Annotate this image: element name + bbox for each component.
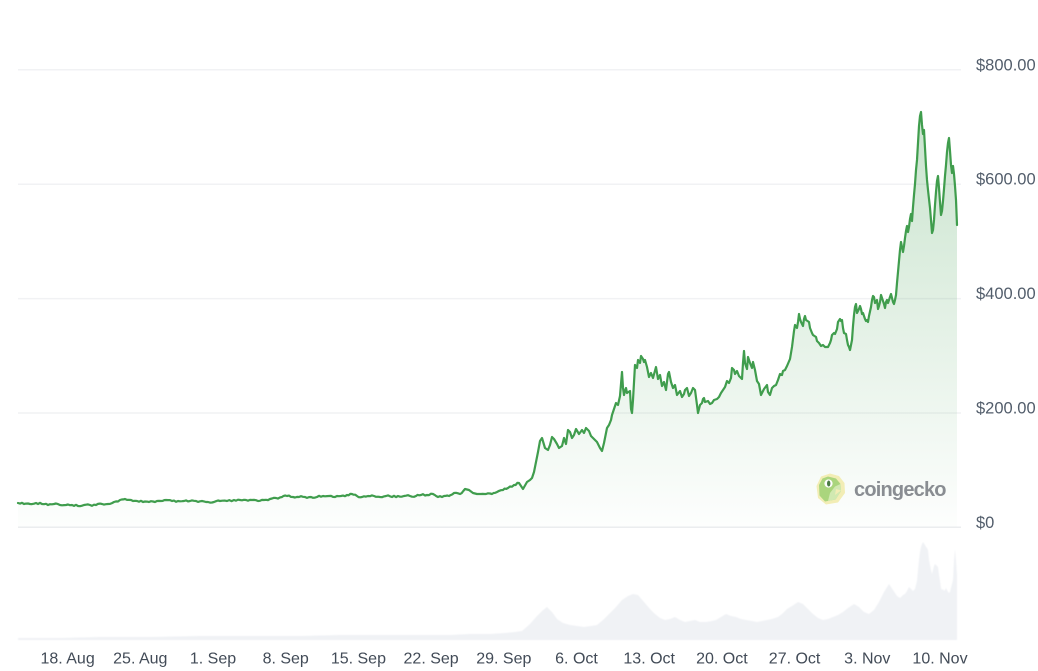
svg-text:8. Sep: 8. Sep (263, 651, 309, 668)
svg-text:22. Sep: 22. Sep (404, 651, 459, 668)
svg-text:25. Aug: 25. Aug (113, 651, 167, 668)
svg-text:$0: $0 (976, 514, 994, 532)
svg-text:6. Oct: 6. Oct (555, 651, 598, 668)
svg-text:20. Oct: 20. Oct (696, 651, 748, 668)
svg-text:3. Nov: 3. Nov (844, 651, 890, 668)
svg-text:$800.00: $800.00 (976, 56, 1036, 74)
svg-text:27. Oct: 27. Oct (769, 651, 821, 668)
svg-text:29. Sep: 29. Sep (476, 651, 531, 668)
svg-text:coingecko: coingecko (854, 479, 946, 501)
svg-text:$200.00: $200.00 (976, 399, 1036, 417)
svg-text:$600.00: $600.00 (976, 170, 1036, 188)
svg-text:1. Sep: 1. Sep (190, 651, 236, 668)
svg-text:15. Sep: 15. Sep (331, 651, 386, 668)
svg-text:10. Nov: 10. Nov (912, 651, 967, 668)
svg-text:$400.00: $400.00 (976, 285, 1036, 303)
svg-text:13. Oct: 13. Oct (623, 651, 675, 668)
svg-text:18. Aug: 18. Aug (40, 651, 94, 668)
